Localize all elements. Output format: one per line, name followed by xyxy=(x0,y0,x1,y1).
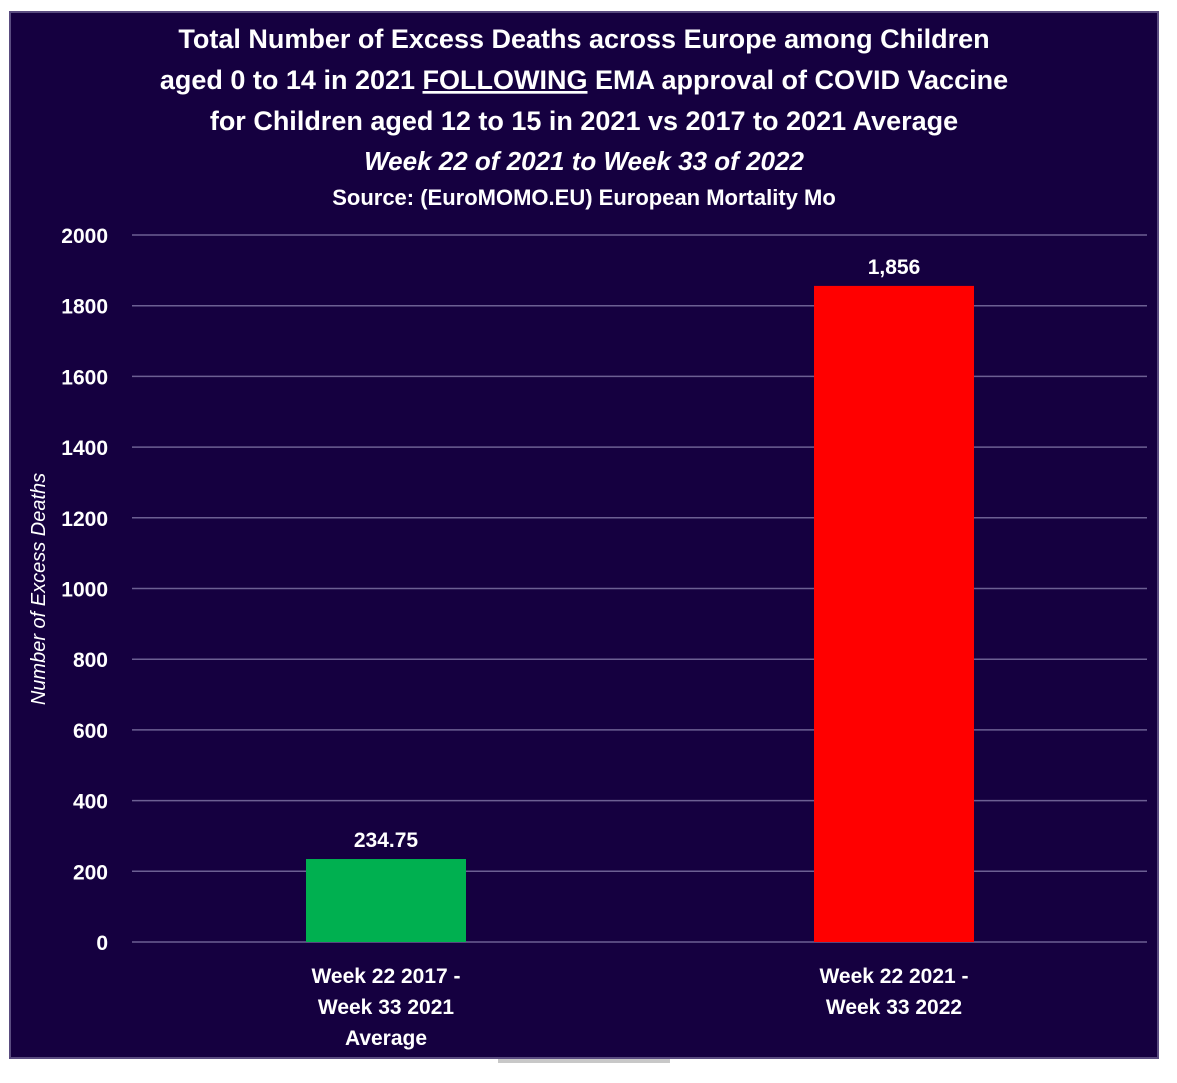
y-tick-label: 0 xyxy=(96,932,108,955)
title-emphasis: FOLLOWING xyxy=(423,65,588,95)
y-tick-label: 1600 xyxy=(61,366,108,389)
y-tick-label: 1800 xyxy=(61,296,108,319)
y-tick-label: 2000 xyxy=(61,225,108,248)
chart-subtitle: Week 22 of 2021 to Week 33 of 2022 xyxy=(364,146,804,176)
x-tick-label: Week 22 2017 - xyxy=(311,965,460,988)
x-tick-label: Week 33 2021 xyxy=(318,996,455,1019)
title-part: aged 0 to 14 in 2021 xyxy=(160,65,423,95)
x-tick-label: Average xyxy=(345,1027,427,1050)
data-label: 234.75 xyxy=(354,829,419,852)
chart-source: Source: (EuroMOMO.EU) European Mortality… xyxy=(332,185,836,210)
title-part: EMA approval of COVID Vaccine xyxy=(587,65,1008,95)
data-label: 1,856 xyxy=(868,256,921,279)
y-tick-label: 400 xyxy=(73,791,108,814)
y-axis-label: Number of Excess Deaths xyxy=(28,473,50,705)
scrollbar[interactable] xyxy=(498,1059,670,1063)
y-tick-label: 1000 xyxy=(61,579,108,602)
x-tick-label: Week 22 2021 - xyxy=(819,965,968,988)
bar xyxy=(814,285,974,942)
chart-title-line-2: aged 0 to 14 in 2021 FOLLOWING EMA appro… xyxy=(160,65,1008,95)
x-tick-label: Week 33 2022 xyxy=(826,996,962,1019)
y-tick-label: 1400 xyxy=(61,437,108,460)
y-tick-label: 800 xyxy=(73,649,108,672)
chart-title-line-1: Total Number of Excess Deaths across Eur… xyxy=(178,24,989,54)
bar xyxy=(306,859,466,942)
chart-title-line-3: for Children aged 12 to 15 in 2021 vs 20… xyxy=(210,106,958,136)
y-tick-label: 600 xyxy=(73,720,108,743)
y-tick-label: 200 xyxy=(73,861,108,884)
y-tick-label: 1200 xyxy=(61,508,108,531)
